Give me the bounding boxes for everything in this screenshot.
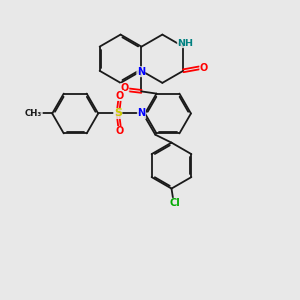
Text: O: O [121,83,129,94]
Text: Cl: Cl [169,198,180,208]
Text: N: N [137,67,145,77]
Text: NH: NH [177,39,193,48]
Text: O: O [115,126,124,136]
Text: S: S [114,109,122,118]
Text: O: O [115,91,124,100]
Text: O: O [200,63,208,73]
Text: N: N [137,109,146,118]
Text: CH₃: CH₃ [25,109,42,118]
